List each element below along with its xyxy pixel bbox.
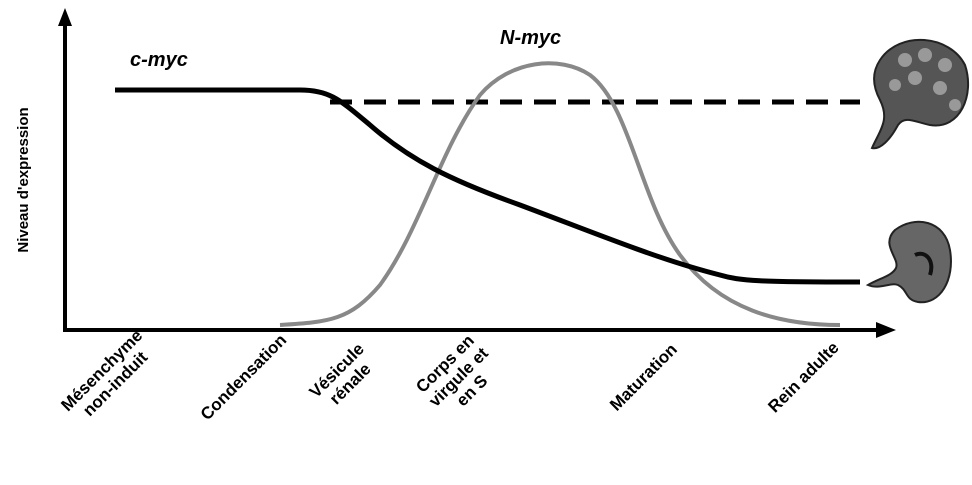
adult-kidney-icon [872,40,968,148]
n-myc-label: N-myc [500,27,561,49]
stage-label-line: Maturation [606,340,681,415]
stage-label: Mésenchymenon-induit [57,326,159,428]
c-myc-label: c-myc [130,49,188,71]
diagram: Niveau d'expression c-myc N-myc Mésenchy… [0,0,972,485]
stage-label-line: Condensation [197,330,291,424]
c-myc-curve [115,90,860,282]
y-axis-label: Niveau d'expression [15,107,32,252]
stage-label-line: Rein adulte [764,338,842,416]
stage-label: Condensation [197,330,291,424]
y-arrow [58,8,72,26]
embryonic-kidney-icon [868,222,951,302]
stage-label: Corps envirgule eten S [412,330,506,424]
stage-label: Vésiculerénale [306,339,382,415]
stage-label: Maturation [606,340,681,415]
x-arrow [876,322,896,338]
stage-label: Rein adulte [764,338,842,416]
